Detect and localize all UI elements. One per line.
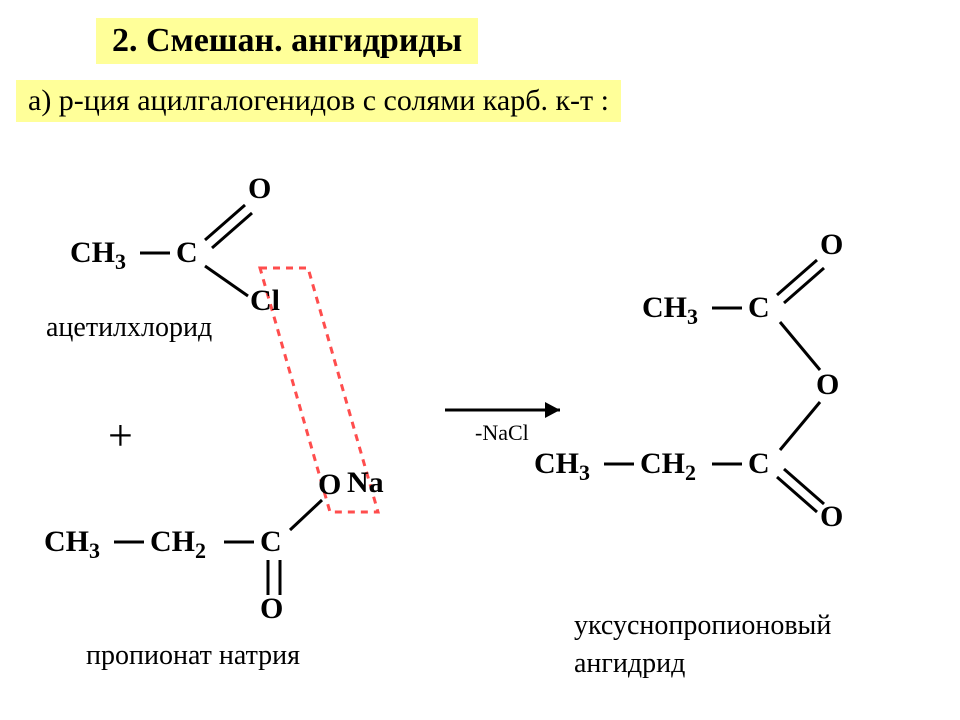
r2-o-top: O [318,468,341,502]
p-mid-o: O [816,368,839,402]
r2-o-bot: O [260,592,283,626]
p-label-2: ангидрид [574,648,685,680]
p-top-c: C [748,291,770,325]
section-title: 2. Смешан. ангидриды [96,18,478,64]
p-bot-ch3: CH3 [534,447,590,486]
p-bot-o-dbl: O [820,500,843,534]
arrow-label: -NaCl [475,420,529,446]
r2-ch2: CH2 [150,525,206,564]
r2-ch3: CH3 [44,525,100,564]
p-bot-c: C [748,447,770,481]
r2-na: Na [347,466,384,500]
r1-o: O [248,172,271,206]
section-subtitle: а) р-ция ацилгалогенидов с солями карб. … [16,80,621,122]
r2-label: пропионат натрия [86,640,300,672]
p-bot-ch2: CH2 [640,447,696,486]
r2-c: C [260,525,282,559]
p-label-1: уксуснопропионовый [574,610,831,642]
p-top-o-dbl: O [820,228,843,262]
r1-ch3: CH3 [70,236,126,275]
r1-cl: Cl [250,284,280,318]
r1-label: ацетилхлорид [46,312,212,344]
plus-sign: + [108,410,133,461]
p-top-ch3: CH3 [642,291,698,330]
r1-c: C [176,236,198,270]
